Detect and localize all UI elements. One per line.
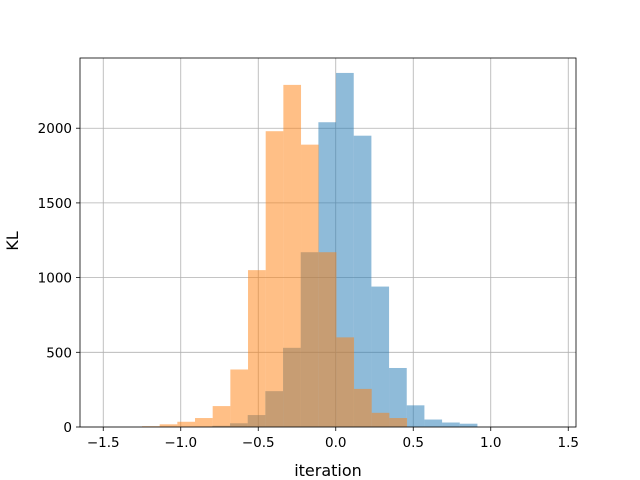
histogram-bar-series-2	[301, 144, 319, 427]
y-tick-label: 2000	[38, 121, 72, 137]
histogram-bar-series-2	[212, 406, 231, 427]
y-tick-label: 1000	[38, 271, 72, 287]
x-tick-label: −1.5	[87, 435, 120, 451]
histogram-bar-series-2	[389, 418, 408, 427]
histogram-bar-series-2	[195, 418, 213, 427]
x-tick-label: −1.0	[164, 435, 197, 451]
y-tick-label: 0	[63, 420, 72, 436]
histogram-bar-series-1	[442, 422, 460, 427]
histogram-bar-series-2	[248, 270, 266, 427]
x-tick-label: 1.0	[480, 435, 501, 451]
histogram-bar-series-1	[459, 423, 478, 427]
y-tick-label: 1500	[38, 196, 72, 212]
x-tick-label: 1.5	[558, 435, 579, 451]
axis-ticks: −1.5 −1.0 −0.5 0.0 0.5 1.0 1.5 0 500 1000 1500 2000	[38, 121, 579, 451]
histogram-bar-series-2	[177, 421, 196, 427]
histogram-bar-series-1	[406, 405, 425, 427]
histogram-bar-series-2	[336, 337, 355, 427]
histogram-bar-series-2	[371, 412, 390, 427]
histogram-bar-series-2	[230, 369, 249, 427]
plot-frame	[79, 57, 577, 428]
histogram-bar-series-2	[265, 131, 284, 427]
histogram-bar-series-2	[318, 252, 337, 427]
histogram-bars	[142, 72, 478, 428]
histogram-bar-series-1	[371, 286, 390, 427]
y-tick-label: 500	[46, 345, 72, 361]
x-tick-label: −0.5	[242, 435, 275, 451]
x-axis-label: iteration	[294, 461, 362, 480]
histogram-bar-series-2	[354, 388, 372, 427]
histogram-bar-series-2	[283, 84, 302, 427]
x-tick-label: 0.5	[403, 435, 424, 451]
histogram-bar-series-1	[389, 367, 407, 427]
histogram-bar-series-1	[424, 419, 443, 427]
histogram-bar-series-1	[353, 135, 372, 427]
x-tick-label: 0.0	[325, 435, 346, 451]
y-axis-label: KL	[3, 231, 22, 250]
histogram-bar-series-2	[159, 424, 178, 427]
